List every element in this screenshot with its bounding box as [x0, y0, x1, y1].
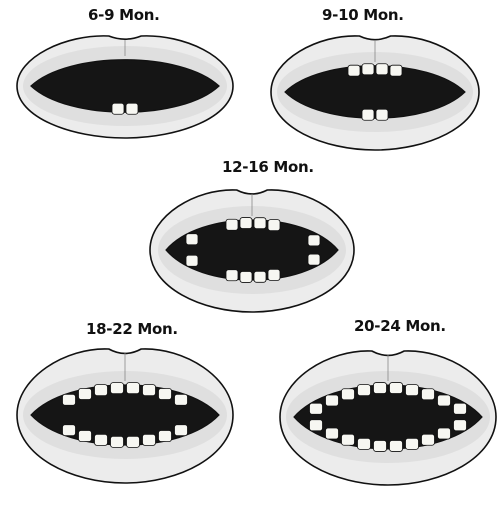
upper-tooth — [341, 388, 355, 401]
upper-tooth — [94, 384, 108, 396]
label-6-9-months: 6-9 Mon. — [88, 6, 160, 24]
upper-tooth — [357, 384, 371, 397]
label-18-22-months: 18-22 Mon. — [86, 320, 178, 338]
upper-tooth — [225, 218, 239, 231]
lower-tooth — [389, 440, 403, 452]
lower-tooth — [267, 269, 281, 281]
upper-tooth — [267, 219, 281, 231]
lower-tooth — [78, 430, 92, 442]
upper-tooth — [375, 63, 389, 76]
upper-tooth — [78, 388, 92, 400]
upper-tooth — [325, 394, 339, 407]
upper-tooth — [421, 388, 435, 401]
lower-tooth — [373, 440, 387, 452]
mouth-opening — [165, 219, 339, 281]
lower-tooth — [126, 435, 140, 448]
label-12-16-months: 12-16 Mon. — [222, 158, 314, 176]
lower-tooth — [307, 253, 321, 266]
lower-tooth — [62, 424, 76, 437]
upper-tooth — [239, 217, 253, 229]
upper-tooth — [110, 382, 124, 395]
lower-tooth — [94, 434, 108, 446]
lower-tooth — [158, 430, 172, 442]
lower-tooth — [253, 270, 267, 283]
upper-tooth — [347, 64, 361, 77]
lower-tooth — [341, 433, 355, 446]
lower-tooth — [225, 269, 239, 282]
upper-tooth — [158, 388, 172, 400]
lower-tooth — [125, 102, 139, 115]
lower-tooth — [111, 102, 125, 115]
mouth-6-9-months — [16, 35, 234, 139]
lower-tooth — [453, 419, 467, 432]
upper-tooth — [437, 394, 451, 407]
lower-tooth — [110, 435, 124, 448]
upper-tooth — [389, 382, 403, 394]
mouth-9-10-months — [270, 35, 480, 151]
lower-tooth — [421, 433, 435, 446]
mouth-opening — [30, 59, 220, 113]
mouth-18-22-months — [16, 348, 234, 484]
lower-tooth — [325, 427, 339, 440]
upper-tooth — [174, 393, 188, 406]
upper-tooth — [361, 63, 375, 76]
lower-tooth — [309, 419, 323, 432]
upper-tooth — [185, 233, 199, 246]
upper-tooth — [253, 217, 267, 230]
label-9-10-months: 9-10 Mon. — [322, 6, 404, 24]
lower-tooth — [357, 437, 371, 450]
lower-tooth — [185, 254, 199, 267]
label-20-24-months: 20-24 Mon. — [354, 317, 446, 335]
upper-tooth — [405, 384, 419, 397]
lower-tooth — [437, 427, 451, 440]
upper-tooth — [307, 234, 321, 247]
mouth-12-16-months — [149, 189, 355, 313]
upper-tooth — [62, 393, 76, 406]
upper-tooth — [389, 64, 403, 77]
upper-tooth — [126, 382, 140, 395]
upper-tooth — [309, 402, 323, 415]
mouth-20-24-months — [279, 350, 497, 486]
lower-tooth — [174, 424, 188, 437]
lower-tooth — [375, 108, 389, 121]
lower-tooth — [239, 271, 253, 283]
lower-tooth — [405, 437, 419, 450]
lower-tooth — [142, 434, 156, 446]
upper-tooth — [142, 384, 156, 396]
mouth-opening — [284, 65, 466, 119]
upper-tooth — [453, 402, 467, 415]
upper-tooth — [373, 382, 387, 394]
lower-tooth — [361, 108, 375, 121]
